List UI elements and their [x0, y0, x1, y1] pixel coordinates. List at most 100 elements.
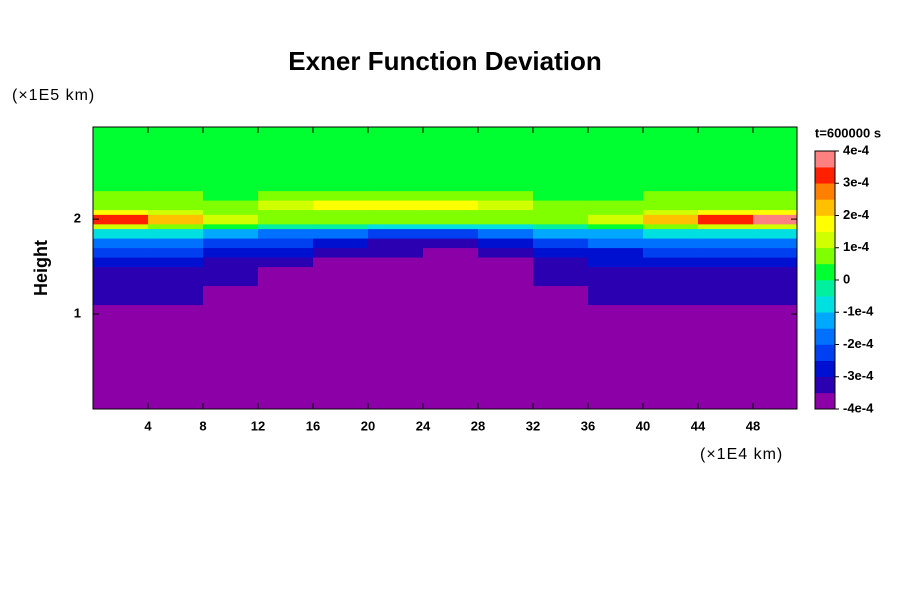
- heat-cell: [533, 200, 589, 211]
- x-tick-label: 16: [306, 418, 320, 433]
- heat-cell: [148, 127, 204, 173]
- heat-cell: [313, 285, 369, 306]
- heat-cell: [478, 127, 534, 173]
- heat-cell: [423, 247, 479, 258]
- colorbar-tick-label: 2e-4: [843, 207, 870, 222]
- heat-cell: [368, 209, 424, 215]
- heat-cell: [478, 214, 534, 225]
- colorbar-tick-label: 1e-4: [843, 239, 870, 254]
- y-tick-label: 2: [74, 211, 81, 226]
- heat-cell: [203, 190, 259, 201]
- heat-cell: [643, 223, 699, 230]
- heat-cell: [313, 214, 369, 225]
- heat-cell: [258, 266, 314, 287]
- heat-cell: [93, 214, 149, 225]
- heat-cell: [753, 127, 798, 173]
- heat-cell: [423, 266, 479, 287]
- heat-cell: [753, 223, 798, 230]
- heat-cell: [203, 304, 259, 410]
- heat-cell: [533, 127, 589, 173]
- heat-cell: [93, 257, 149, 268]
- colorbar-swatch: [815, 263, 835, 281]
- heat-cell: [368, 266, 424, 287]
- colorbar-swatch: [815, 376, 835, 394]
- heat-cell: [368, 228, 424, 239]
- heat-cell: [698, 238, 754, 249]
- heat-cell: [533, 266, 589, 287]
- heat-cell: [258, 214, 314, 225]
- colorbar-tick-label: 4e-4: [843, 142, 870, 157]
- heat-cell: [588, 171, 644, 192]
- heat-cell: [258, 171, 314, 192]
- heat-cell: [93, 266, 149, 287]
- heat-cell: [148, 285, 204, 306]
- heat-cell: [93, 304, 149, 410]
- colorbar-swatch: [815, 360, 835, 378]
- heat-cell: [203, 223, 259, 230]
- heat-cell: [753, 266, 798, 287]
- heat-cell: [148, 200, 204, 211]
- heat-cell: [478, 200, 534, 211]
- heat-cell: [423, 304, 479, 410]
- heat-cell: [698, 171, 754, 192]
- heat-cell: [313, 127, 369, 173]
- heat-cell: [698, 304, 754, 410]
- heat-cell: [368, 190, 424, 201]
- colorbar-swatch: [815, 247, 835, 265]
- heat-cell: [533, 238, 589, 249]
- time-label: t=600000 s: [815, 125, 881, 140]
- heat-cell: [258, 209, 314, 215]
- heat-cell: [533, 214, 589, 225]
- heat-cell: [93, 223, 149, 230]
- colorbar-swatch: [815, 151, 835, 168]
- heat-cell: [643, 285, 699, 306]
- heat-cell: [423, 190, 479, 201]
- heat-cell: [258, 190, 314, 201]
- heat-cell: [203, 171, 259, 192]
- heat-cell: [423, 228, 479, 239]
- heat-cell: [533, 223, 589, 230]
- heat-cell: [258, 238, 314, 249]
- x-tick-label: 4: [144, 418, 152, 433]
- colorbar-swatch: [815, 344, 835, 361]
- heat-cell: [588, 266, 644, 287]
- heat-cell: [753, 171, 798, 192]
- x-tick-label: 40: [636, 418, 650, 433]
- y-axis-label: Height: [31, 240, 51, 296]
- heat-cell: [423, 223, 479, 230]
- heat-cell: [148, 257, 204, 268]
- heat-cell: [753, 285, 798, 306]
- heat-cell: [203, 247, 259, 258]
- heat-cell: [533, 285, 589, 306]
- heat-cell: [478, 238, 534, 249]
- heat-cell: [588, 214, 644, 225]
- heat-cell: [203, 214, 259, 225]
- heat-cell: [533, 209, 589, 215]
- heat-cell: [588, 127, 644, 173]
- heat-cell: [753, 304, 798, 410]
- heat-cell: [313, 223, 369, 230]
- heat-cell: [478, 171, 534, 192]
- heat-cell: [698, 247, 754, 258]
- heat-cell: [588, 190, 644, 201]
- heat-cell: [258, 223, 314, 230]
- heat-cell: [93, 171, 149, 192]
- heat-cell: [368, 214, 424, 225]
- heat-cell: [93, 200, 149, 211]
- x-tick-label: 12: [251, 418, 265, 433]
- heat-cell: [368, 247, 424, 258]
- heat-cell: [643, 238, 699, 249]
- heat-cell: [753, 190, 798, 201]
- heat-cell: [698, 223, 754, 230]
- heat-cell: [258, 257, 314, 268]
- heat-cell: [533, 190, 589, 201]
- heat-cell: [203, 200, 259, 211]
- heat-cell: [423, 214, 479, 225]
- x-tick-label: 24: [416, 418, 431, 433]
- colorbar-tick-label: -1e-4: [843, 304, 874, 319]
- heat-cell: [478, 304, 534, 410]
- heat-cell: [93, 247, 149, 258]
- heat-cell: [203, 285, 259, 306]
- heat-cell: [368, 127, 424, 173]
- heat-cell: [588, 238, 644, 249]
